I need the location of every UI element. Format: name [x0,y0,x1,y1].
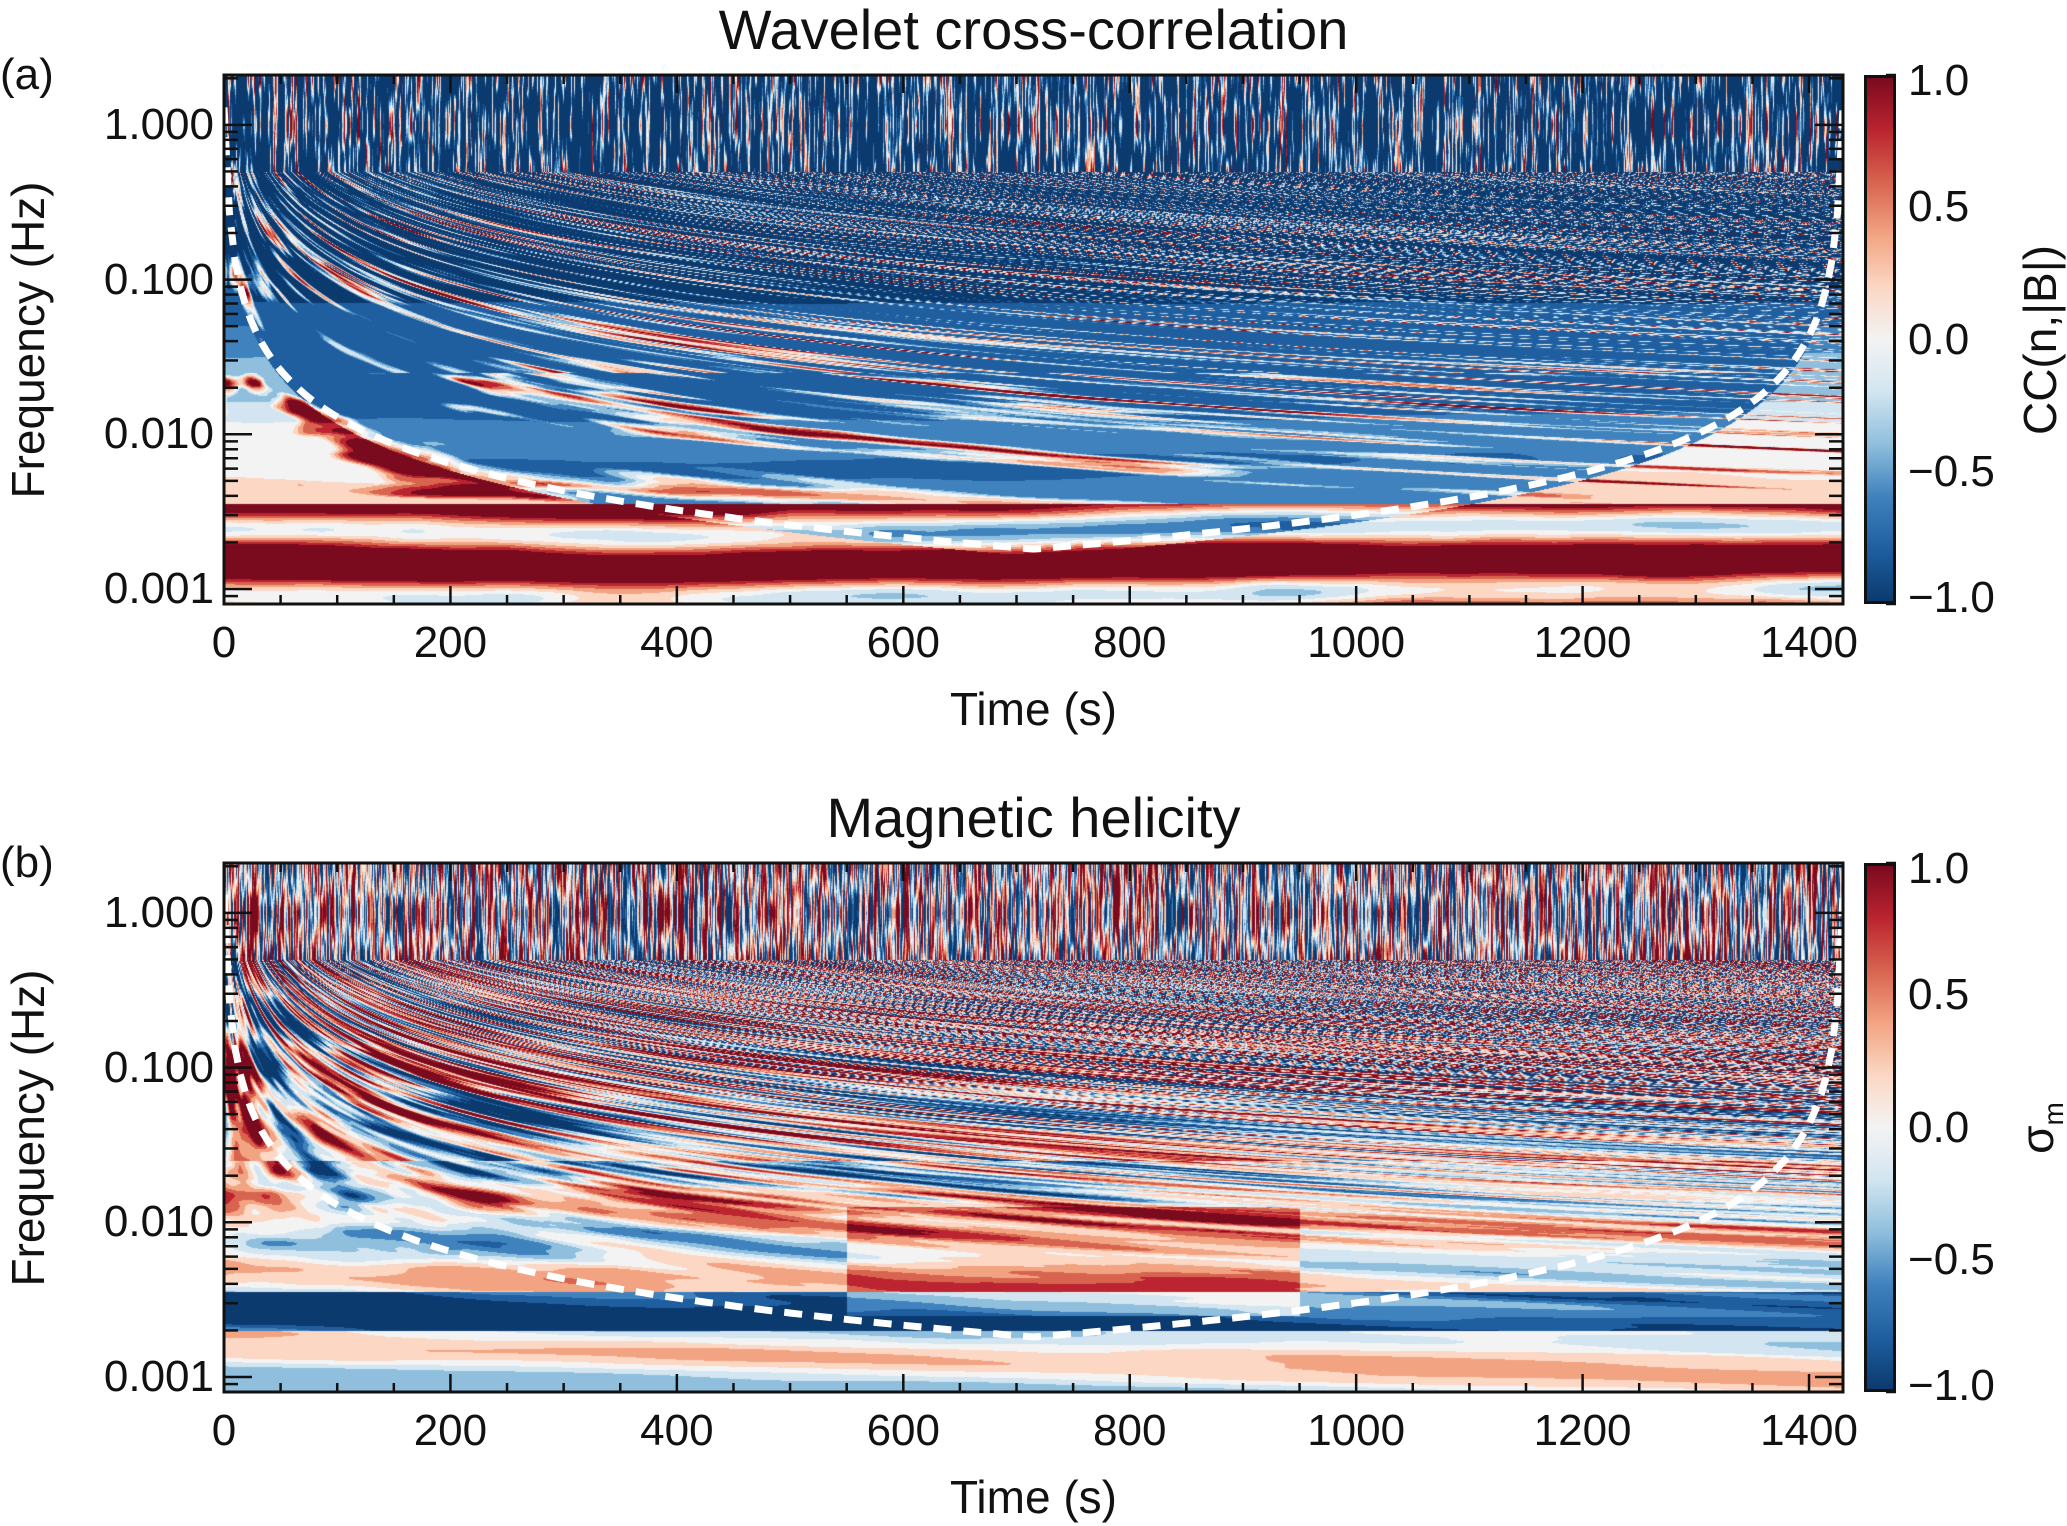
x-tick-label: 0 [211,1406,237,1455]
y-tick-label: 0.010 [103,1197,214,1247]
x-tick-label: 0 [211,618,237,667]
x-tick-label: 1000 [1307,1406,1406,1455]
x-tick-label: 200 [413,1406,488,1455]
x-tick-label: 800 [1093,1406,1167,1455]
panel-label: (b) [0,838,54,887]
colorbar-label: σm [2010,1102,2067,1154]
x-tick-label: 400 [640,618,714,667]
x-tick-label: 600 [866,1406,941,1455]
colorbar-tick-label: 0.5 [1908,970,1970,1020]
y-tick-label: 0.001 [103,1352,214,1401]
x-tick-label: 1400 [1760,1406,1858,1455]
y-tick-label: 0.100 [103,1042,214,1092]
colorbar-tick-label: 0.0 [1908,314,1970,364]
x-axis-label: Time (s) [950,683,1117,735]
x-axis-label: Time (s) [950,1471,1117,1523]
x-tick-label: 1200 [1533,618,1632,667]
plot-frame [222,73,1845,606]
y-tick-label: 1.000 [103,887,214,937]
cone-of-influence-line [220,107,1847,553]
colorbar [1864,75,1896,604]
colorbar-tick-label: 1.0 [1908,844,1970,893]
colorbar-tick-label: −1.0 [1908,1361,1995,1410]
y-tick-label: 1.000 [103,99,214,149]
chart-title: Magnetic helicity [826,786,1241,849]
x-tick-label: 200 [413,618,488,667]
chart-title: Wavelet cross-correlation [718,0,1349,61]
x-tick-label: 600 [866,618,941,667]
y-axis-label: Frequency (Hz) [2,969,54,1286]
colorbar-tick-label: −0.5 [1908,446,1995,496]
panel-label: (a) [0,50,54,99]
colorbar-tick-label: 0.0 [1908,1102,1970,1152]
colorbar [1864,863,1896,1392]
heatmap-cross-correlation [224,75,1843,604]
colorbar-tick-label: −1.0 [1908,573,1995,622]
y-tick-label: 0.010 [103,409,214,459]
colorbar-label-main: σ [2010,1124,2063,1154]
colorbar-tick-label: 1.0 [1908,56,1970,105]
x-tick-label: 1200 [1533,1406,1632,1455]
x-tick-label: 400 [640,1406,714,1455]
heatmap-helicity [224,863,1843,1392]
colorbar-tick-label: −0.5 [1908,1234,1995,1284]
x-tick-label: 1400 [1760,618,1858,667]
y-tick-label: 0.001 [103,564,214,613]
colorbar-label-subscript: m [2038,1101,2067,1125]
x-tick-label: 800 [1093,618,1167,667]
cone-of-influence-line [220,895,1847,1341]
plot-frame [222,861,1845,1394]
x-tick-label: 1000 [1307,618,1406,667]
colorbar-tick-label: 0.5 [1908,182,1970,232]
y-tick-label: 0.100 [103,254,214,304]
